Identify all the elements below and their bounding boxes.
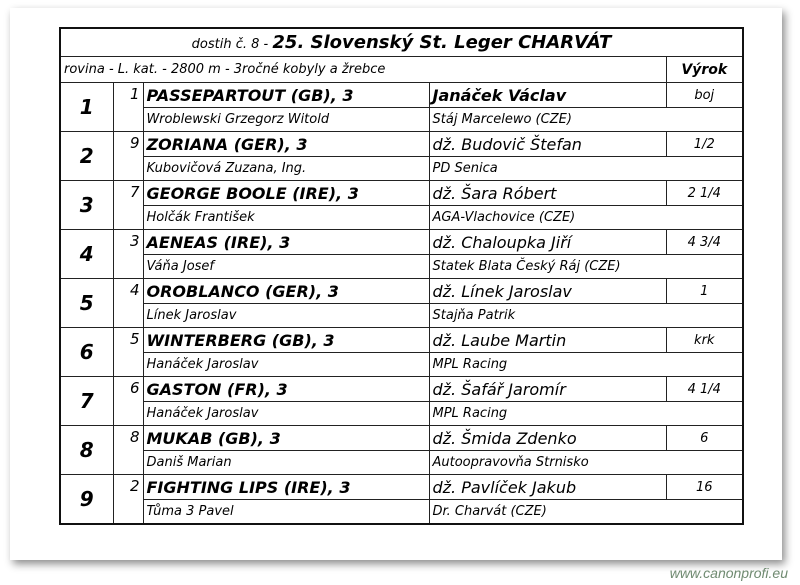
start-number: 5 (112, 327, 144, 377)
start-number: 8 (112, 425, 144, 475)
table-row: 3 7 GEORGE BOOLE (IRE), 3 dž. Šara Róber… (59, 180, 744, 230)
margin: 4 3/4 (665, 229, 744, 255)
table-row: 7 6 GASTON (FR), 3 dž. Šafář Jaromír 4 1… (59, 376, 744, 426)
horse-name: GEORGE BOOLE (IRE), 3 (142, 180, 430, 206)
race-prefix: dostih č. 8 - (191, 37, 269, 52)
table-row-detail: Holčák František AGA-Vlachovice (CZE) (60, 205, 744, 230)
place: 9 (59, 474, 114, 525)
start-number: 3 (112, 229, 144, 279)
horse-name: FIGHTING LIPS (IRE), 3 (142, 474, 430, 500)
table-row: 8 8 MUKAB (GB), 3 dž. Šmida Zdenko 6 (59, 425, 744, 475)
trainer: Hanáček Jaroslav (142, 352, 430, 377)
start-number: 6 (112, 376, 144, 426)
table-row-detail: Wroblewski Grzegorz Witold Stáj Marcelew… (60, 107, 744, 132)
race-results-table: dostih č. 8 - 25. Slovenský St. Leger CH… (59, 27, 745, 525)
start-number: 4 (112, 278, 144, 328)
trainer: Hanáček Jaroslav (142, 401, 430, 426)
margin: 4 1/4 (665, 376, 744, 402)
table-row-detail: Línek Jaroslav Stajňa Patrik (60, 303, 744, 328)
horse-name: PASSEPARTOUT (GB), 3 (142, 82, 430, 108)
horse-name: ZORIANA (GER), 3 (142, 131, 430, 157)
owner: Stajňa Patrik (428, 303, 744, 328)
trainer: Kubovičová Zuzana, Ing. (142, 156, 430, 181)
trainer: Wroblewski Grzegorz Witold (142, 107, 430, 132)
race-name: 25. Slovenský St. Leger CHARVÁT (272, 32, 612, 53)
jockey: Janáček Václav (428, 82, 667, 108)
margin: 16 (665, 474, 744, 500)
table-row: 1 1 PASSEPARTOUT (GB), 3 Janáček Václav … (59, 82, 744, 132)
jockey: dž. Línek Jaroslav (428, 278, 667, 304)
margin: 6 (665, 425, 744, 451)
verdict-header: Výrok (665, 56, 744, 83)
owner: Statek Blata Český Ráj (CZE) (428, 254, 744, 279)
jockey: dž. Šafář Jaromír (428, 376, 667, 402)
margin: boj (665, 82, 744, 108)
trainer: Holčák František (142, 205, 430, 230)
table-row: 9 2 FIGHTING LIPS (IRE), 3 dž. Pavlíček … (59, 474, 744, 525)
place: 8 (59, 425, 114, 475)
place: 5 (59, 278, 114, 328)
jockey: dž. Šmida Zdenko (428, 425, 667, 451)
owner: MPL Racing (428, 401, 744, 426)
race-title: dostih č. 8 - 25. Slovenský St. Leger CH… (59, 27, 744, 57)
table-row: 6 5 WINTERBERG (GB), 3 dž. Laube Martin … (59, 327, 744, 377)
table-row-detail: Hanáček Jaroslav MPL Racing (60, 352, 744, 377)
table-row: 5 4 OROBLANCO (GER), 3 dž. Línek Jarosla… (59, 278, 744, 328)
trainer: Váňa Josef (142, 254, 430, 279)
jockey: dž. Laube Martin (428, 327, 667, 353)
horse-name: GASTON (FR), 3 (142, 376, 430, 402)
place: 4 (59, 229, 114, 279)
horse-name: OROBLANCO (GER), 3 (142, 278, 430, 304)
race-conditions: rovina - L. kat. - 2800 m - 3ročné kobyl… (59, 56, 667, 83)
margin: krk (665, 327, 744, 353)
start-number: 9 (112, 131, 144, 181)
start-number: 1 (112, 82, 144, 132)
owner: MPL Racing (428, 352, 744, 377)
place: 1 (59, 82, 114, 132)
margin: 1/2 (665, 131, 744, 157)
horse-name: MUKAB (GB), 3 (142, 425, 430, 451)
table-row-detail: Kubovičová Zuzana, Ing. PD Senica (60, 156, 744, 181)
place: 2 (59, 131, 114, 181)
margin: 1 (665, 278, 744, 304)
table-row: 4 3 AENEAS (IRE), 3 dž. Chaloupka Jiří 4… (59, 229, 744, 279)
trainer: Daniš Marian (142, 450, 430, 475)
owner: AGA-Vlachovice (CZE) (428, 205, 744, 230)
horse-name: WINTERBERG (GB), 3 (142, 327, 430, 353)
jockey: dž. Budovič Štefan (428, 131, 667, 157)
start-number: 7 (112, 180, 144, 230)
owner: PD Senica (428, 156, 744, 181)
table-row: 2 9 ZORIANA (GER), 3 dž. Budovič Štefan … (59, 131, 744, 181)
jockey: dž. Pavlíček Jakub (428, 474, 667, 500)
watermark: www.canonprofi.eu (669, 565, 788, 581)
place: 3 (59, 180, 114, 230)
horse-name: AENEAS (IRE), 3 (142, 229, 430, 255)
owner: Autoopravovňa Strnisko (428, 450, 744, 475)
trainer: Tůma 3 Pavel (142, 499, 430, 525)
start-number: 2 (112, 474, 144, 525)
table-row-detail: Váňa Josef Statek Blata Český Ráj (CZE) (60, 254, 744, 279)
trainer: Línek Jaroslav (142, 303, 430, 328)
place: 7 (59, 376, 114, 426)
jockey: dž. Chaloupka Jiří (428, 229, 667, 255)
jockey: dž. Šara Róbert (428, 180, 667, 206)
table-row-detail: Hanáček Jaroslav MPL Racing (60, 401, 744, 426)
owner: Stáj Marcelewo (CZE) (428, 107, 744, 132)
owner: Dr. Charvát (CZE) (428, 499, 744, 525)
table-row-detail: Daniš Marian Autoopravovňa Strnisko (60, 450, 744, 475)
margin: 2 1/4 (665, 180, 744, 206)
place: 6 (59, 327, 114, 377)
table-row-detail: Tůma 3 Pavel Dr. Charvát (CZE) (60, 499, 744, 525)
